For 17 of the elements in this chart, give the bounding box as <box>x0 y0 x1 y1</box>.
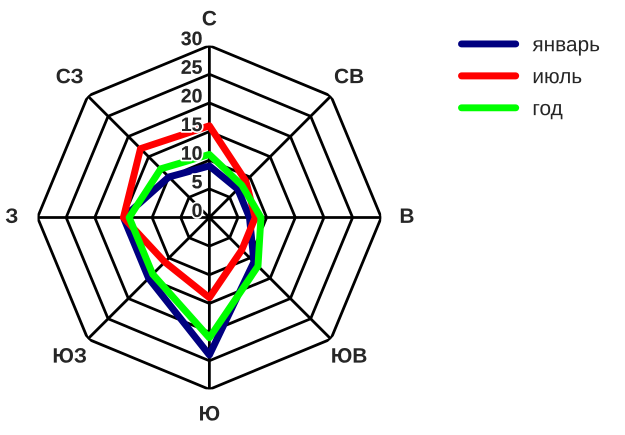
y-tick-label: 30 <box>181 32 202 46</box>
y-tick-label: 20 <box>181 88 202 103</box>
spoke-label: Ю <box>200 406 220 421</box>
legend-label: год <box>534 104 562 120</box>
spoke-label: ЮЗ <box>54 348 86 363</box>
spoke-label: В <box>400 208 414 223</box>
spoke-label: ЮВ <box>332 348 366 363</box>
legend-label: июль <box>534 72 582 84</box>
spoke-label: СЗ <box>56 68 83 84</box>
spoke-label: З <box>6 208 18 224</box>
legend-label: январь <box>532 40 600 56</box>
spoke-label: СВ <box>334 68 364 84</box>
y-tick-label: 25 <box>181 60 202 74</box>
y-tick-label: 0 <box>192 203 202 218</box>
y-tick-label: 15 <box>182 118 202 132</box>
spoke-label: С <box>202 10 216 26</box>
y-tick-label: 5 <box>192 174 202 189</box>
